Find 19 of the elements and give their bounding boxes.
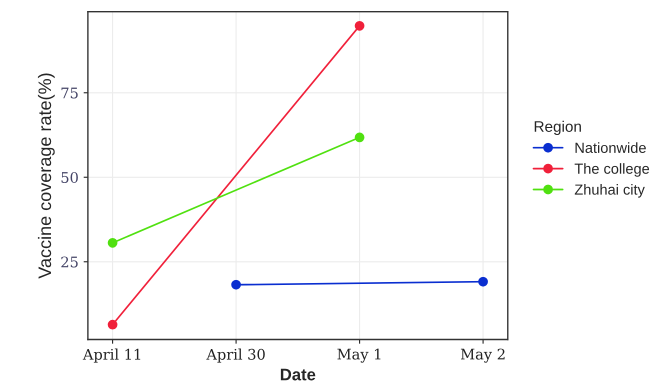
- legend-title: Region: [534, 120, 581, 135]
- legend-label: Zhuhai city: [574, 184, 645, 198]
- x-tick-label: May 2: [460, 348, 505, 363]
- point: [108, 238, 118, 248]
- point: [478, 276, 488, 287]
- x-axis-title: Date: [280, 368, 316, 380]
- legend-label: Nationwide: [576, 142, 646, 153]
- point: [231, 280, 241, 290]
- y-tick-label: 25: [61, 256, 78, 268]
- point: [354, 20, 364, 31]
- y-tick-label: 75: [62, 88, 78, 99]
- y-axis-title: Vaccine coverage rate(%): [38, 73, 55, 279]
- y-tick-label: 50: [62, 172, 78, 184]
- legend-label: The college: [574, 163, 650, 177]
- x-tick-label: April 30: [206, 348, 265, 363]
- point: [108, 320, 118, 330]
- x-tick-label: May 1: [337, 348, 380, 363]
- x-tick-label: April 11: [82, 348, 140, 363]
- point: [354, 132, 364, 142]
